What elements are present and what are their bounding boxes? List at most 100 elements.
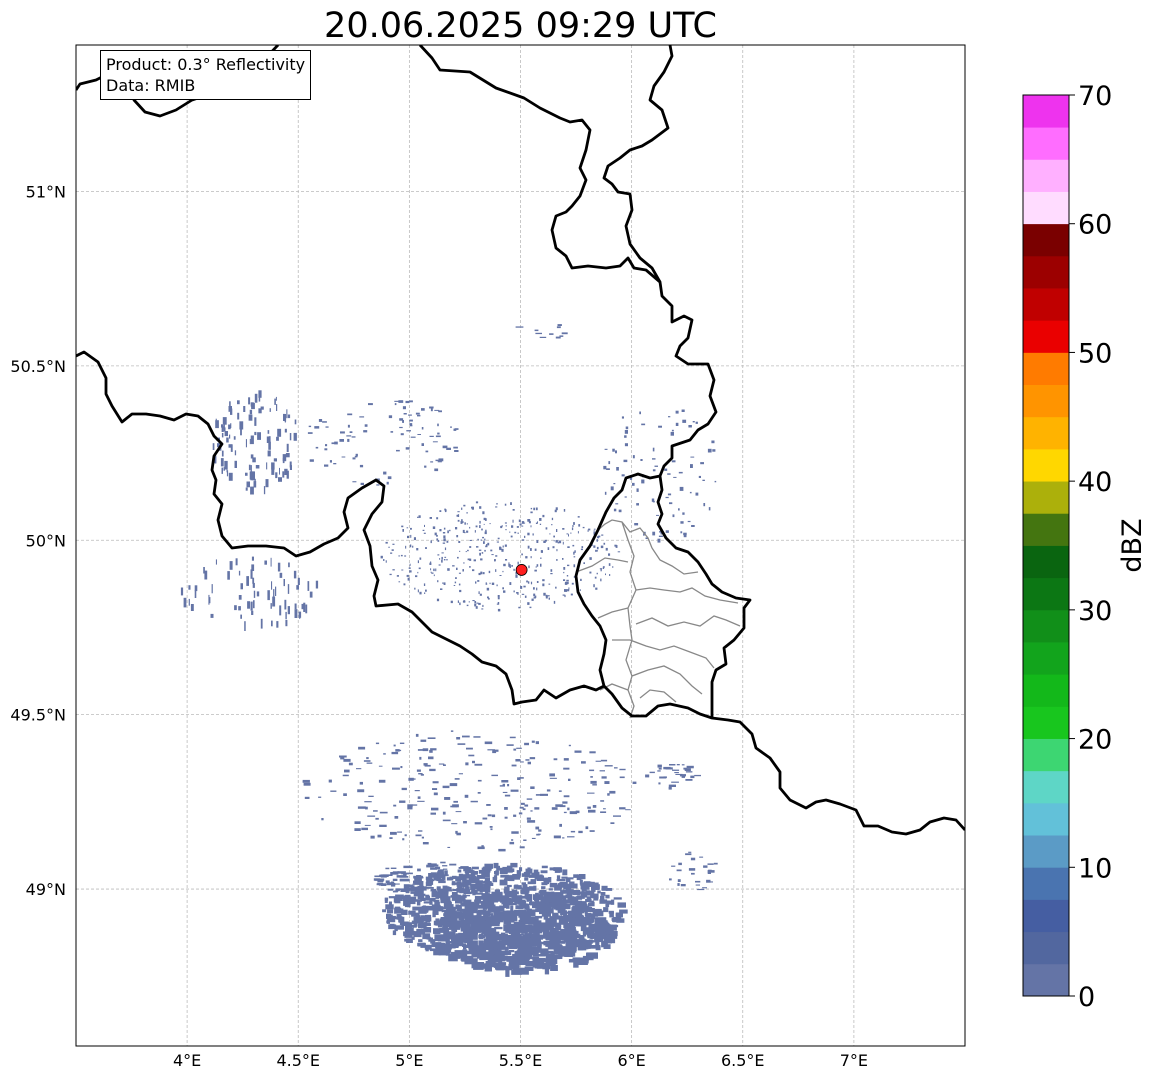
- echo-cell: [470, 922, 479, 929]
- echo-cell: [407, 804, 413, 808]
- echo-cell: [540, 557, 542, 559]
- echo-cell: [496, 541, 499, 543]
- echo-cell: [443, 527, 446, 530]
- echo-cell: [574, 750, 582, 753]
- echo-cell: [508, 913, 518, 922]
- colorbar-segment-13: [1023, 545, 1069, 579]
- echo-cell: [271, 620, 273, 627]
- echo-cell: [359, 416, 365, 418]
- echo-cell: [591, 888, 596, 892]
- echo-cell: [652, 531, 656, 536]
- echo-cell: [364, 824, 371, 826]
- echo-cell: [634, 523, 639, 526]
- echo-cell: [420, 739, 427, 742]
- echo-cell: [489, 943, 500, 951]
- colorbar-tick-label-1: 10: [1078, 853, 1112, 884]
- echo-cell: [420, 774, 424, 776]
- echo-cell: [427, 897, 436, 901]
- echo-cell: [458, 572, 461, 574]
- echo-cell: [513, 814, 517, 817]
- echo-cell: [690, 464, 693, 468]
- echo-cell: [703, 865, 708, 868]
- echo-cell: [527, 761, 531, 765]
- colorbar-segment-0: [1023, 963, 1069, 997]
- echo-cell: [437, 423, 439, 427]
- echo-cell: [457, 556, 459, 559]
- colorbar-tick-label-0: 0: [1078, 982, 1095, 1013]
- echo-cell: [485, 529, 487, 532]
- echo-cell: [536, 875, 544, 880]
- echo-cell: [404, 834, 407, 837]
- echo-cell: [542, 924, 554, 931]
- echo-cell: [416, 548, 419, 551]
- echo-cell: [374, 875, 381, 878]
- echo-cell: [387, 882, 392, 885]
- echo-cell: [562, 910, 567, 916]
- echo-cell: [395, 888, 405, 891]
- echo-cell: [504, 939, 516, 946]
- echo-cell: [417, 894, 424, 900]
- echo-cell: [441, 559, 443, 563]
- echo-cell: [469, 566, 471, 568]
- echo-cell: [455, 527, 458, 530]
- echo-cell: [256, 591, 260, 597]
- echo-cell: [411, 925, 416, 928]
- colorbar-segment-1: [1023, 931, 1069, 965]
- echo-cell: [533, 507, 535, 511]
- echo-cell: [548, 892, 557, 898]
- echo-cell: [568, 534, 569, 537]
- echo-cell: [267, 590, 270, 601]
- echo-cell: [524, 966, 534, 971]
- echo-cell: [563, 922, 572, 929]
- echo-cell: [457, 895, 466, 902]
- echo-cell: [674, 772, 679, 774]
- echo-cell: [446, 447, 451, 450]
- echo-cell: [624, 496, 627, 498]
- echo-cell: [250, 569, 253, 579]
- echo-cell: [593, 910, 604, 917]
- echo-cell: [469, 932, 478, 940]
- echo-cell: [393, 744, 396, 747]
- echo-cell: [309, 459, 314, 462]
- echo-cell: [475, 880, 483, 887]
- echo-cell: [485, 913, 494, 916]
- echo-cell: [613, 483, 616, 485]
- echo-cell: [411, 804, 418, 806]
- echo-cell: [394, 816, 399, 819]
- echo-cell: [223, 421, 225, 429]
- echo-cell: [545, 918, 557, 926]
- echo-cell: [339, 755, 347, 758]
- echo-cell: [272, 596, 276, 607]
- echo-cell: [442, 532, 446, 534]
- echo-cell: [456, 737, 461, 740]
- echo-cell: [467, 874, 476, 877]
- echo-cell: [552, 939, 560, 948]
- echo-cell: [571, 935, 584, 938]
- echo-cell: [439, 948, 448, 952]
- echo-cell: [489, 582, 491, 585]
- echo-cell: [385, 880, 390, 884]
- echo-cell: [401, 525, 404, 528]
- echo-cell: [583, 881, 591, 885]
- echo-cell: [608, 553, 611, 556]
- echo-cell: [429, 406, 434, 409]
- echo-cell: [444, 921, 451, 927]
- echo-cell: [424, 524, 425, 527]
- echo-cell: [562, 594, 565, 596]
- echo-cell: [494, 926, 503, 930]
- echo-cell: [500, 897, 507, 903]
- echo-cell: [395, 749, 400, 752]
- colorbar-segment-2: [1023, 899, 1069, 933]
- echo-cell: [447, 943, 456, 949]
- echo-cell: [379, 824, 387, 827]
- echo-cell: [412, 883, 423, 885]
- echo-cell: [442, 924, 448, 930]
- echo-cell: [403, 900, 408, 906]
- echo-cell: [405, 400, 410, 404]
- echo-cell: [249, 438, 251, 445]
- echo-cell: [485, 890, 489, 896]
- echo-cell: [523, 839, 527, 841]
- echo-cell: [588, 923, 599, 929]
- echo-cell: [464, 879, 472, 882]
- echo-cell: [318, 419, 323, 422]
